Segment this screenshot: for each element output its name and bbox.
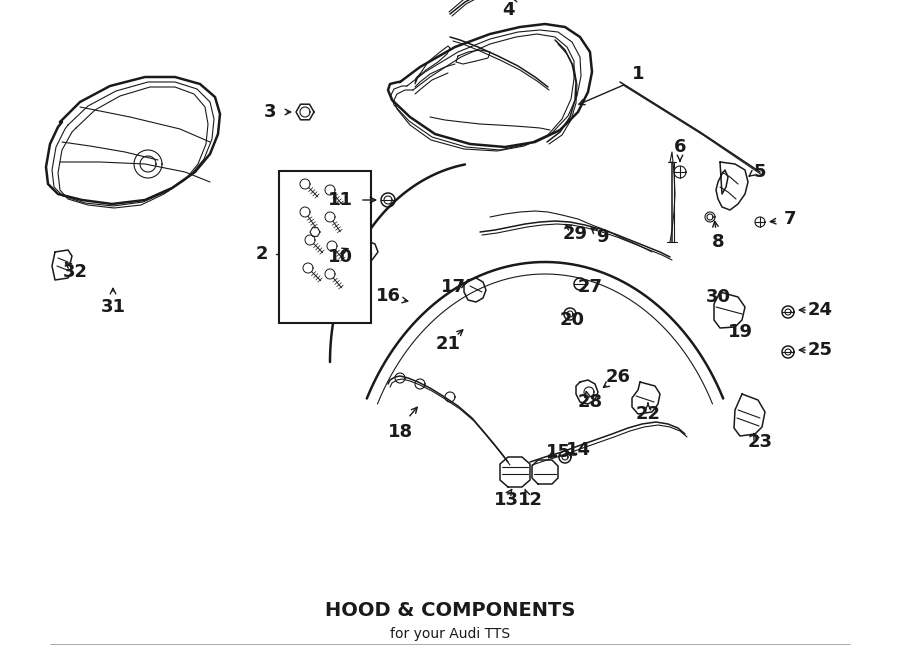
Text: 2: 2 xyxy=(256,245,268,263)
Text: 5: 5 xyxy=(754,163,766,181)
Text: 12: 12 xyxy=(518,491,543,509)
Text: 14: 14 xyxy=(565,441,590,459)
Text: 29: 29 xyxy=(562,225,588,243)
Text: 11: 11 xyxy=(328,191,353,209)
Text: 6: 6 xyxy=(674,138,686,156)
Text: 17: 17 xyxy=(440,278,465,296)
Text: 30: 30 xyxy=(706,288,731,306)
Text: 25: 25 xyxy=(807,341,833,359)
Text: 24: 24 xyxy=(807,301,833,319)
Text: 13: 13 xyxy=(493,491,518,509)
Text: 28: 28 xyxy=(578,393,603,411)
Text: 21: 21 xyxy=(436,335,461,353)
Text: 7: 7 xyxy=(784,210,796,228)
Text: 4: 4 xyxy=(502,1,514,19)
Text: 15: 15 xyxy=(545,443,571,461)
Text: 9: 9 xyxy=(596,228,608,246)
Text: 10: 10 xyxy=(328,248,353,266)
Text: 3: 3 xyxy=(264,103,276,121)
Text: 31: 31 xyxy=(101,298,125,316)
Text: HOOD & COMPONENTS: HOOD & COMPONENTS xyxy=(325,600,575,620)
Text: 8: 8 xyxy=(712,233,724,251)
Text: 32: 32 xyxy=(62,263,87,281)
Text: 20: 20 xyxy=(560,311,584,329)
Text: 22: 22 xyxy=(635,405,661,423)
Text: 19: 19 xyxy=(727,323,752,341)
Text: 26: 26 xyxy=(606,368,631,386)
Text: 27: 27 xyxy=(578,278,602,296)
FancyBboxPatch shape xyxy=(279,171,371,323)
Text: 23: 23 xyxy=(748,433,772,451)
Text: for your Audi TTS: for your Audi TTS xyxy=(390,627,510,641)
Text: 1: 1 xyxy=(632,65,644,83)
Text: 18: 18 xyxy=(387,423,412,441)
Text: 16: 16 xyxy=(375,287,401,305)
